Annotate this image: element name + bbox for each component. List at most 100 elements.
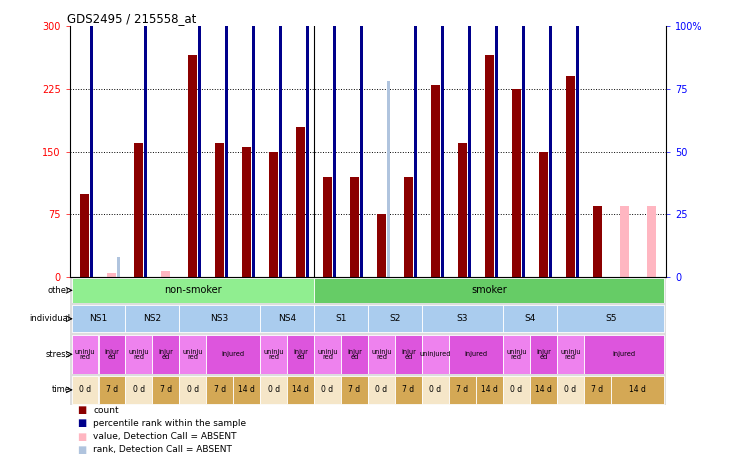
Bar	[161, 272, 170, 277]
Text: injur
ed: injur ed	[293, 348, 308, 360]
Bar	[395, 335, 422, 374]
Text: 7 d: 7 d	[348, 385, 361, 394]
Text: uninju
red: uninju red	[506, 348, 527, 360]
Bar	[206, 335, 260, 374]
Text: 0 d: 0 d	[375, 385, 388, 394]
Bar	[314, 335, 341, 374]
Bar	[180, 335, 206, 374]
Bar	[360, 0, 363, 277]
Text: 14 d: 14 d	[535, 385, 552, 394]
Text: NS1: NS1	[89, 314, 107, 323]
Bar	[557, 335, 584, 374]
Bar	[261, 305, 314, 332]
Bar	[503, 335, 530, 374]
Text: 0 d: 0 d	[510, 385, 523, 394]
Bar	[395, 376, 422, 404]
Text: 7 d: 7 d	[456, 385, 469, 394]
Text: count: count	[93, 406, 119, 414]
Text: 14 d: 14 d	[481, 385, 498, 394]
Bar	[431, 85, 439, 277]
Bar	[414, 0, 417, 277]
Bar	[404, 177, 413, 277]
Bar	[180, 305, 260, 332]
Bar	[557, 305, 665, 332]
Text: 14 d: 14 d	[238, 385, 255, 394]
Text: ■: ■	[77, 431, 87, 442]
Text: S1: S1	[336, 314, 347, 323]
Text: S5: S5	[605, 314, 617, 323]
Bar	[333, 0, 336, 277]
Bar	[71, 305, 125, 332]
Bar	[306, 0, 309, 277]
Text: 0 d: 0 d	[187, 385, 199, 394]
Bar	[512, 89, 520, 277]
Bar	[99, 376, 125, 404]
Text: uninju
red: uninju red	[263, 348, 284, 360]
Text: injur
ed: injur ed	[536, 348, 551, 360]
Text: injur
ed: injur ed	[401, 348, 416, 360]
Bar	[566, 76, 575, 277]
Text: injured: injured	[464, 351, 487, 357]
Text: uninjured: uninjured	[420, 351, 451, 357]
Bar	[252, 0, 255, 277]
Text: injur
ed: injur ed	[105, 348, 119, 360]
Bar	[287, 376, 314, 404]
Bar	[314, 376, 341, 404]
Text: ■: ■	[77, 445, 87, 455]
Text: NS4: NS4	[278, 314, 296, 323]
Bar	[377, 215, 386, 277]
Text: rank, Detection Call = ABSENT: rank, Detection Call = ABSENT	[93, 446, 233, 454]
Text: 7 d: 7 d	[213, 385, 226, 394]
Bar	[611, 376, 665, 404]
Text: 7 d: 7 d	[106, 385, 118, 394]
Text: injur
ed: injur ed	[158, 348, 173, 360]
Text: 7 d: 7 d	[591, 385, 604, 394]
Text: S4: S4	[524, 314, 536, 323]
Bar	[287, 335, 314, 374]
Bar	[342, 335, 368, 374]
Text: 0 d: 0 d	[79, 385, 91, 394]
Bar	[269, 152, 278, 277]
Bar	[647, 206, 656, 277]
Bar	[107, 273, 116, 277]
Bar	[297, 127, 305, 277]
Bar	[71, 376, 98, 404]
Text: individual: individual	[29, 314, 71, 323]
Bar	[458, 143, 467, 277]
Bar	[135, 143, 143, 277]
Bar	[314, 305, 368, 332]
Text: injur
ed: injur ed	[347, 348, 362, 360]
Text: NS2: NS2	[143, 314, 161, 323]
Bar	[233, 376, 260, 404]
Text: 7 d: 7 d	[160, 385, 171, 394]
Text: ■: ■	[77, 418, 87, 428]
Bar	[468, 0, 471, 277]
Bar	[99, 335, 125, 374]
Bar	[180, 376, 206, 404]
Bar	[126, 335, 152, 374]
Bar	[584, 335, 665, 374]
Bar	[368, 305, 422, 332]
Text: uninju
red: uninju red	[560, 348, 581, 360]
Bar	[216, 143, 224, 277]
Text: S2: S2	[389, 314, 400, 323]
Bar	[71, 278, 314, 303]
Bar	[279, 0, 282, 277]
Bar	[117, 257, 121, 277]
Bar	[557, 376, 584, 404]
Bar	[576, 0, 579, 277]
Bar	[503, 305, 556, 332]
Text: other: other	[48, 286, 71, 295]
Bar	[323, 177, 332, 277]
Text: injured: injured	[222, 351, 244, 357]
Bar	[530, 376, 556, 404]
Text: value, Detection Call = ABSENT: value, Detection Call = ABSENT	[93, 432, 237, 441]
Bar	[449, 376, 475, 404]
Bar	[126, 305, 179, 332]
Text: uninju
red: uninju red	[317, 348, 338, 360]
Text: percentile rank within the sample: percentile rank within the sample	[93, 419, 247, 428]
Bar	[503, 376, 530, 404]
Text: uninju
red: uninju red	[371, 348, 392, 360]
Bar	[152, 335, 179, 374]
Text: S3: S3	[456, 314, 468, 323]
